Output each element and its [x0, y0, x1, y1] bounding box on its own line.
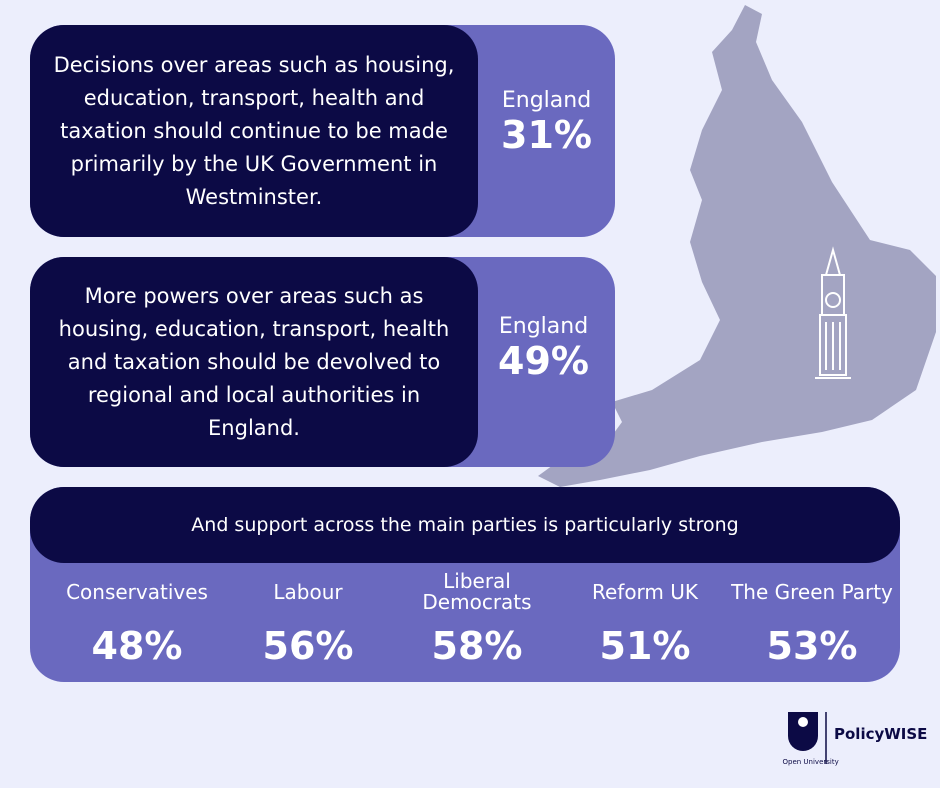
party: The Green Party 53%: [727, 570, 897, 668]
party: Conservatives 48%: [52, 570, 222, 668]
party-name: Labour: [273, 579, 343, 604]
party-name: Liberal Democrats: [422, 569, 532, 614]
statement: More powers over areas such as housing, …: [30, 257, 478, 467]
result: England 31%: [478, 88, 615, 157]
party: Labour 56%: [223, 570, 393, 668]
party-figure: 48%: [91, 624, 183, 668]
party-figure: 58%: [431, 624, 523, 668]
logo: The Open University PolicyWISE: [780, 712, 927, 766]
statement: Decisions over areas such as housing, ed…: [30, 25, 478, 237]
region: England: [498, 314, 589, 339]
party-name: Reform UK: [591, 579, 699, 604]
party-name: Conservatives: [66, 579, 208, 604]
party-name: The Green Party: [731, 579, 893, 604]
party: Reform UK 51%: [560, 570, 730, 668]
result: England 49%: [475, 314, 612, 383]
party-figure: 53%: [766, 624, 858, 668]
figure: 31%: [501, 113, 592, 157]
party-figure: 56%: [262, 624, 354, 668]
party-figure: 51%: [599, 624, 691, 668]
party: Liberal Democrats 58%: [392, 569, 562, 669]
university: The Open University: [780, 758, 839, 766]
brand: PolicyWISE: [834, 725, 927, 743]
figure: 49%: [498, 339, 589, 383]
region: England: [501, 88, 592, 113]
parties-heading: And support across the main parties is p…: [30, 487, 900, 563]
